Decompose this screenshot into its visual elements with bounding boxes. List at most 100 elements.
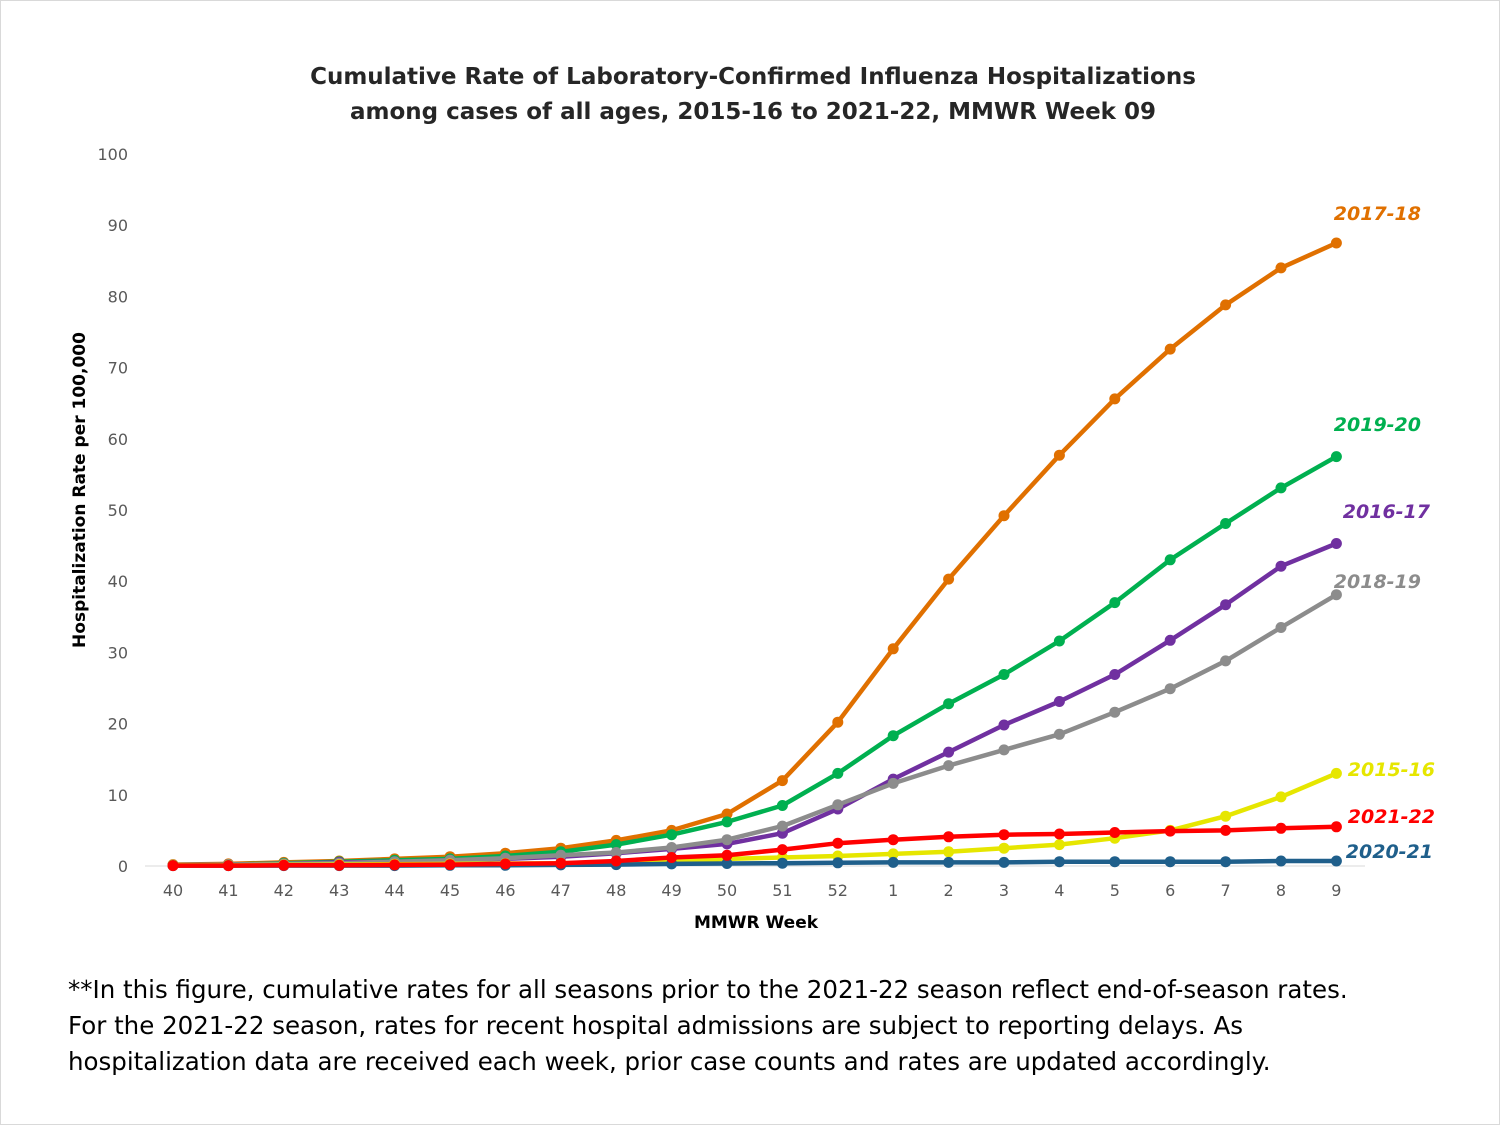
x-tick-label: 6: [1165, 881, 1175, 900]
data-point: [1275, 791, 1287, 803]
data-point: [1053, 635, 1065, 647]
x-tick-label: 43: [329, 881, 349, 900]
footnote-line-1: **In this figure, cumulative rates for a…: [68, 975, 1348, 1004]
data-point: [1164, 856, 1176, 868]
x-tick-label: 41: [218, 881, 238, 900]
y-tick-label: 0: [118, 857, 128, 876]
line-chart: Cumulative Rate of Laboratory-Confirmed …: [70, 64, 1435, 933]
y-tick-label: 40: [108, 572, 128, 591]
data-point: [1220, 299, 1232, 311]
data-point: [721, 834, 733, 846]
series-label-2019-20: 2019-20: [1334, 414, 1421, 436]
y-tick-label: 70: [108, 359, 128, 378]
data-point: [1275, 622, 1287, 633]
y-tick-label: 60: [108, 430, 128, 449]
y-tick-label: 80: [108, 287, 128, 306]
data-point: [1330, 538, 1342, 549]
data-point: [1053, 856, 1065, 868]
data-point: [1220, 824, 1232, 836]
x-tick-label: 8: [1276, 881, 1286, 900]
data-point: [998, 856, 1010, 868]
data-point: [1053, 839, 1065, 851]
y-tick-label: 50: [108, 501, 128, 520]
data-point: [1275, 482, 1287, 494]
y-tick-label: 20: [108, 715, 128, 734]
data-point: [998, 744, 1010, 756]
data-point: [998, 842, 1010, 854]
data-point: [1220, 655, 1232, 667]
data-point: [1164, 634, 1176, 646]
x-tick-label: 48: [606, 881, 626, 900]
data-point: [721, 816, 733, 828]
data-point: [776, 820, 788, 832]
data-point: [1220, 518, 1232, 529]
series-line-2019-20: [170, 454, 1339, 868]
series-line-2021-22: [170, 824, 1339, 868]
x-axis-title: MMWR Week: [694, 913, 819, 933]
data-point: [1220, 856, 1232, 868]
data-point: [666, 852, 678, 863]
y-tick-label: 10: [108, 786, 128, 805]
data-point: [1330, 589, 1342, 601]
data-point: [887, 834, 899, 846]
series-label-2015-16: 2015-16: [1348, 759, 1435, 781]
data-point: [389, 859, 401, 871]
series-2016-17: [167, 538, 1342, 871]
data-point: [1330, 237, 1342, 249]
x-tick-label: 45: [440, 881, 460, 900]
data-point: [499, 858, 511, 870]
data-point: [832, 857, 844, 869]
x-tick-label: 4: [1054, 881, 1064, 900]
data-point: [1164, 683, 1176, 695]
data-point: [1275, 822, 1287, 834]
data-point: [1275, 262, 1287, 274]
y-tick-label: 90: [108, 216, 128, 235]
series-label-2021-22: 2021-22: [1348, 806, 1435, 828]
series-line-2017-18: [170, 240, 1339, 867]
data-point: [333, 859, 345, 871]
data-point: [1330, 855, 1342, 867]
series-line-2018-19: [170, 592, 1339, 868]
data-point: [1275, 855, 1287, 867]
series-layer: [167, 237, 1342, 872]
x-tick-label: 47: [551, 881, 571, 900]
data-point: [887, 856, 899, 868]
x-tick-label: 5: [1110, 881, 1120, 900]
data-point: [721, 808, 733, 820]
data-point: [721, 849, 733, 861]
data-point: [887, 777, 899, 789]
x-tick-label: 3: [999, 881, 1009, 900]
y-tick-label: 100: [97, 145, 128, 164]
series-label-2016-17: 2016-17: [1343, 501, 1431, 523]
data-point: [721, 858, 733, 869]
series-label-2020-21: 2020-21: [1346, 841, 1433, 863]
y-axis-title: Hospitalization Rate per 100,000: [70, 332, 90, 648]
x-tick-label: 49: [661, 881, 681, 900]
data-point: [943, 856, 955, 868]
x-tick-label: 46: [495, 881, 515, 900]
data-point: [1330, 821, 1342, 833]
data-point: [666, 829, 678, 841]
data-point: [832, 716, 844, 728]
series-2017-18: [167, 237, 1342, 871]
x-tick-label: 51: [772, 881, 792, 900]
x-tick-label: 42: [274, 881, 294, 900]
series-label-2018-19: 2018-19: [1334, 571, 1421, 593]
data-point: [1053, 696, 1065, 707]
footnote: **In this figure, cumulative rates for a…: [68, 972, 1468, 1080]
data-point: [1109, 393, 1121, 405]
data-point: [610, 839, 622, 851]
x-tick-label: 44: [384, 881, 404, 900]
x-tick-label: 9: [1331, 881, 1341, 900]
data-point: [666, 842, 678, 853]
data-point: [832, 799, 844, 811]
data-point: [998, 829, 1010, 841]
data-point: [1053, 828, 1065, 840]
x-tick-label: 7: [1221, 881, 1231, 900]
data-point: [832, 767, 844, 779]
x-tick-label: 52: [828, 881, 848, 900]
data-point: [943, 573, 955, 585]
data-point: [887, 730, 899, 742]
data-point: [943, 831, 955, 843]
series-2021-22: [167, 821, 1342, 872]
